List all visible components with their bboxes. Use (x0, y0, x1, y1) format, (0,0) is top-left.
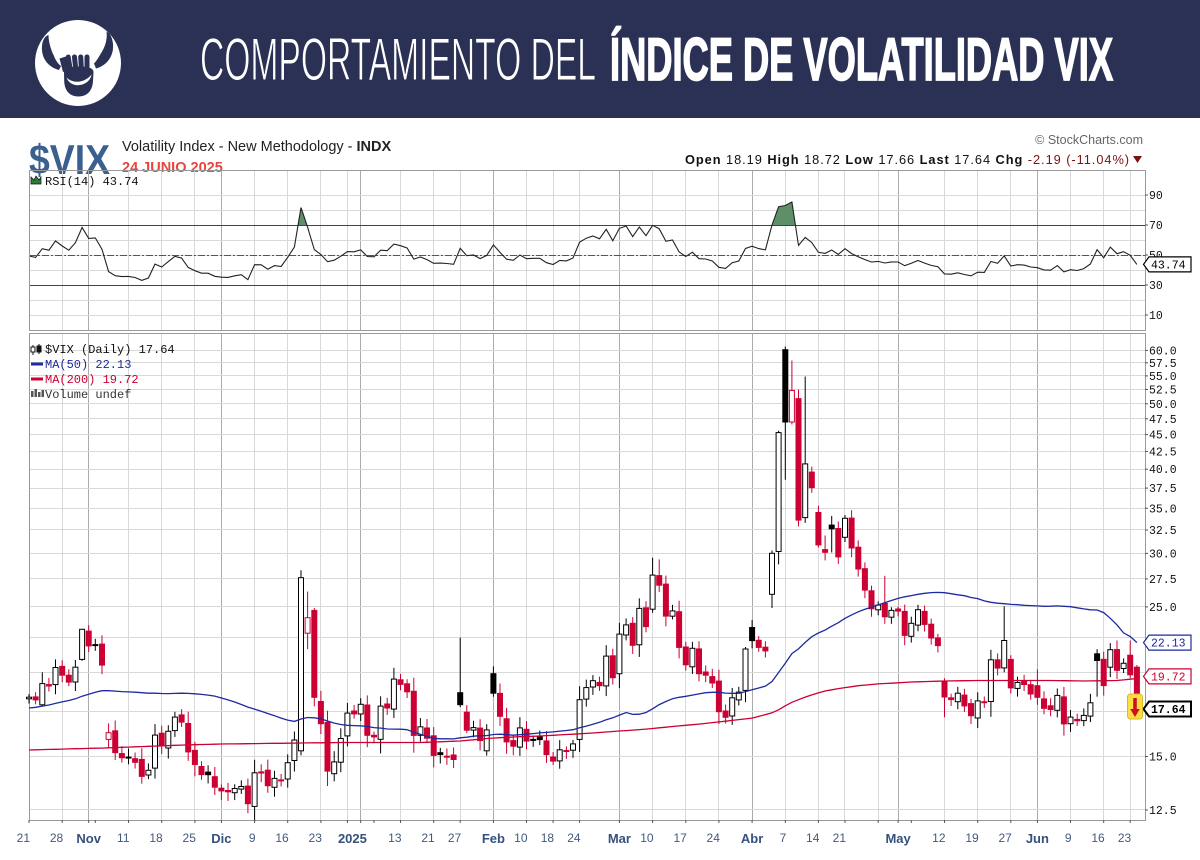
svg-text:45.0: 45.0 (1149, 430, 1177, 443)
svg-text:9: 9 (249, 831, 256, 845)
svg-text:19.72: 19.72 (1151, 671, 1186, 684)
svg-text:52.5: 52.5 (1149, 385, 1177, 398)
svg-text:40.0: 40.0 (1149, 464, 1177, 477)
svg-text:7: 7 (780, 831, 787, 845)
svg-text:50.0: 50.0 (1149, 399, 1177, 412)
svg-text:$VIX (Daily) 17.64: $VIX (Daily) 17.64 (45, 343, 175, 357)
svg-text:COMPORTAMIENTO DEL: COMPORTAMIENTO DEL (200, 26, 596, 93)
svg-text:18: 18 (149, 831, 163, 845)
svg-text:30.0: 30.0 (1149, 548, 1177, 561)
svg-text:May: May (885, 831, 911, 846)
svg-text:55.0: 55.0 (1149, 371, 1177, 384)
svg-text:14: 14 (806, 831, 820, 845)
svg-text:27: 27 (448, 831, 462, 845)
svg-text:Jun: Jun (1026, 831, 1049, 846)
svg-text:16: 16 (275, 831, 289, 845)
svg-text:24 JUNIO 2025: 24 JUNIO 2025 (122, 160, 223, 176)
svg-text:43.74: 43.74 (1151, 259, 1186, 272)
svg-text:27.5: 27.5 (1149, 574, 1177, 587)
svg-text:12.5: 12.5 (1149, 805, 1177, 818)
svg-text:25.0: 25.0 (1149, 602, 1177, 615)
svg-text:32.5: 32.5 (1149, 525, 1177, 538)
svg-text:90: 90 (1149, 190, 1163, 203)
svg-text:57.5: 57.5 (1149, 358, 1177, 371)
svg-text:10: 10 (1149, 310, 1163, 323)
svg-text:2025: 2025 (338, 831, 367, 846)
svg-text:21: 21 (421, 831, 435, 845)
svg-text:10: 10 (640, 831, 654, 845)
svg-text:37.5: 37.5 (1149, 483, 1177, 496)
svg-text:12: 12 (932, 831, 946, 845)
svg-text:ÍNDICE DE VOLATILIDAD VIX: ÍNDICE DE VOLATILIDAD VIX (610, 26, 1113, 93)
svg-text:Volume undef: Volume undef (45, 388, 131, 402)
svg-text:35.0: 35.0 (1149, 503, 1177, 516)
svg-text:Mar: Mar (608, 831, 631, 846)
svg-text:Nov: Nov (76, 831, 101, 846)
svg-text:RSI(14) 43.74: RSI(14) 43.74 (45, 175, 139, 189)
svg-text:24: 24 (567, 831, 581, 845)
svg-text:25: 25 (183, 831, 197, 845)
svg-text:© StockCharts.com: © StockCharts.com (1035, 133, 1143, 147)
svg-text:9: 9 (1065, 831, 1072, 845)
svg-text:11: 11 (117, 831, 130, 845)
svg-text:24: 24 (707, 831, 721, 845)
svg-text:21: 21 (833, 831, 847, 845)
svg-text:Volatility Index - New Methodo: Volatility Index - New Methodology - IND… (122, 139, 392, 155)
svg-text:23: 23 (1118, 831, 1132, 845)
svg-text:18: 18 (541, 831, 555, 845)
svg-text:17.64: 17.64 (1151, 704, 1186, 717)
svg-text:47.5: 47.5 (1149, 414, 1177, 427)
svg-text:22.13: 22.13 (1151, 638, 1186, 651)
svg-text:Dic: Dic (211, 831, 231, 846)
svg-text:16: 16 (1091, 831, 1105, 845)
svg-text:28: 28 (50, 831, 64, 845)
svg-text:21: 21 (17, 831, 31, 845)
svg-text:Abr: Abr (741, 831, 763, 846)
svg-text:MA(50) 22.13: MA(50) 22.13 (45, 358, 131, 372)
svg-text:27: 27 (998, 831, 1012, 845)
svg-text:19: 19 (965, 831, 979, 845)
svg-text:23: 23 (309, 831, 323, 845)
svg-text:$VIX: $VIX (29, 136, 110, 183)
svg-text:Open 18.19 High 18.72 Low 17.6: Open 18.19 High 18.72 Low 17.66 Last 17.… (685, 152, 1130, 167)
svg-text:42.5: 42.5 (1149, 446, 1177, 459)
svg-text:17: 17 (673, 831, 687, 845)
svg-text:70: 70 (1149, 220, 1163, 233)
svg-text:13: 13 (388, 831, 402, 845)
svg-text:Feb: Feb (482, 831, 505, 846)
svg-text:10: 10 (514, 831, 528, 845)
svg-text:15.0: 15.0 (1149, 752, 1177, 765)
svg-text:30: 30 (1149, 280, 1163, 293)
svg-text:60.0: 60.0 (1149, 345, 1177, 358)
svg-text:MA(200) 19.72: MA(200) 19.72 (45, 373, 139, 387)
